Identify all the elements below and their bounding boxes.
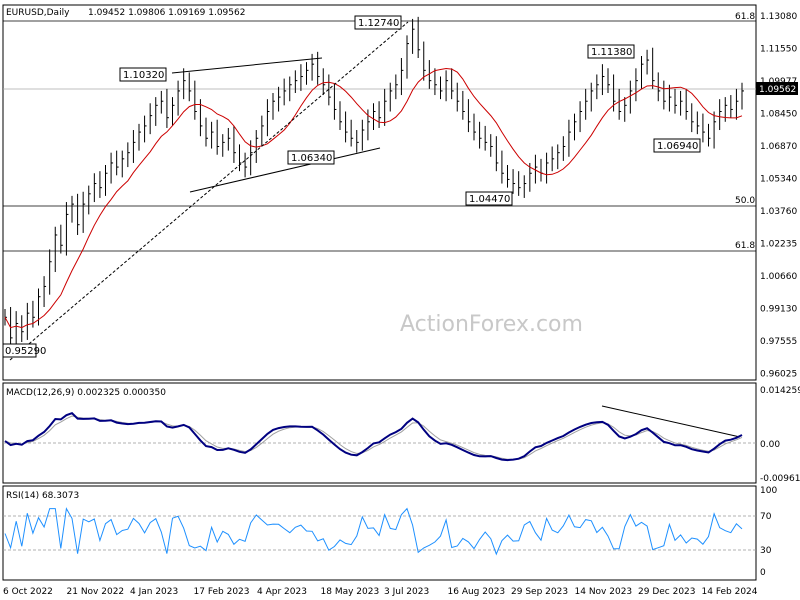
rsi-line: [4, 507, 743, 556]
macd-tick-label: 0.014259: [760, 386, 800, 396]
x-tick-label: 3 Jul 2023: [384, 587, 429, 597]
trend-channel-upper: [171, 57, 323, 74]
price-candles: [4, 16, 744, 349]
annotation-112740: 1.12740: [354, 15, 402, 30]
trend-channel-lower: [189, 147, 381, 193]
price-tick-label: 1.09977: [760, 77, 797, 87]
macd-panel: [2, 382, 757, 484]
rsi-tick-label: 100: [760, 486, 777, 496]
annotation-106340: 1.06340: [287, 150, 335, 165]
price-tick-label: 1.02235: [760, 240, 797, 250]
fib-label-618-bottom: 61.8: [735, 241, 755, 251]
macd-y-axis: 0.014259 0.00 -0.009615: [760, 386, 800, 484]
x-tick-label: 29 Dec 2023: [638, 587, 696, 597]
rsi-tick-label: 30: [760, 546, 772, 556]
price-tick-label: 1.03760: [760, 207, 797, 217]
price-header-symbol: EURUSD,Daily: [6, 8, 70, 18]
macd-header: MACD(12,26,9) 0.002325 0.000350: [6, 388, 166, 398]
price-header-ohlc: 1.09452 1.09806 1.09169 1.09562: [88, 8, 245, 18]
moving-average-line: [4, 67, 743, 329]
x-tick-label: 14 Feb 2024: [702, 587, 758, 597]
price-tick-label: 1.11550: [760, 45, 797, 55]
svg-text:1.11380: 1.11380: [591, 47, 632, 58]
watermark: ActionForex.com: [400, 312, 583, 337]
rsi-y-axis: 100 70 30 0: [760, 486, 777, 578]
x-tick-label: 18 May 2023: [321, 587, 380, 597]
trend-rising-dashed: [9, 21, 409, 361]
svg-text:0.95290: 0.95290: [5, 346, 46, 357]
price-tick-label: 0.97555: [760, 337, 797, 347]
macd-line: [4, 412, 743, 462]
x-tick-label: 21 Nov 2022: [67, 587, 125, 597]
annotation-104470: 1.04470: [465, 191, 513, 206]
x-tick-label: 6 Oct 2022: [3, 587, 53, 597]
svg-text:1.06340: 1.06340: [291, 153, 332, 164]
macd-tick-label: -0.009615: [760, 474, 800, 484]
price-tick-label: 1.00660: [760, 272, 797, 282]
x-tick-label: 4 Apr 2023: [257, 587, 307, 597]
price-tick-label: 1.05340: [760, 175, 797, 185]
rsi-tick-label: 0: [760, 568, 766, 578]
x-tick-label: 16 Aug 2023: [448, 587, 506, 597]
fib-label-500: 50.0: [735, 196, 755, 206]
current-price-marker: 1.09562: [756, 82, 798, 95]
x-tick-label: 14 Nov 2023: [575, 587, 633, 597]
macd-tick-label: 0.00: [760, 440, 780, 450]
price-tick-label: 0.99130: [760, 305, 797, 315]
x-axis: 6 Oct 2022 21 Nov 2022 4 Jan 2023 17 Feb 20…: [3, 587, 758, 597]
fib-label-618-top: 61.8: [735, 12, 755, 22]
price-tick-label: 0.96025: [760, 370, 797, 380]
rsi-header: RSI(14) 68.3073: [6, 491, 79, 501]
svg-text:1.04470: 1.04470: [469, 194, 510, 205]
annotation-095290: 0.95290: [2, 343, 46, 358]
svg-text:1.12740: 1.12740: [358, 18, 399, 29]
svg-text:1.10320: 1.10320: [123, 70, 164, 81]
macd-trendline: [601, 405, 741, 438]
annotation-110320: 1.10320: [119, 67, 167, 82]
x-tick-label: 29 Sep 2023: [511, 587, 568, 597]
svg-text:1.09562: 1.09562: [759, 85, 796, 95]
rsi-tick-label: 70: [760, 512, 772, 522]
price-tick-label: 1.13080: [760, 12, 797, 22]
price-y-axis: 1.13080 1.11550 1.09977 1.08450 1.06870 1.053…: [760, 12, 797, 380]
price-tick-label: 1.06870: [760, 142, 797, 152]
svg-text:1.06940: 1.06940: [657, 141, 698, 152]
price-tick-label: 1.08450: [760, 110, 797, 120]
annotation-106940: 1.06940: [653, 138, 701, 153]
x-tick-label: 4 Jan 2023: [130, 587, 178, 597]
x-tick-label: 17 Feb 2023: [194, 587, 250, 597]
annotation-111380: 1.11380: [587, 44, 635, 59]
